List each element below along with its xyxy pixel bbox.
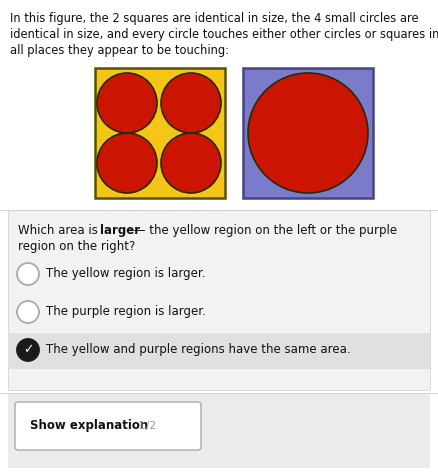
Bar [8,210,430,390]
Text: The yellow and purple regions have the same area.: The yellow and purple regions have the s… [46,344,351,356]
Bar [8,333,430,369]
Text: The yellow region is larger.: The yellow region is larger. [46,267,205,281]
Text: Which area is: Which area is [18,224,102,237]
Text: identical in size, and every circle touches either other circles or squares in: identical in size, and every circle touc… [10,28,438,41]
Circle shape [17,339,39,361]
Circle shape [17,301,39,323]
Bar [243,68,373,198]
Circle shape [248,73,368,193]
Text: 1/2: 1/2 [135,421,156,431]
Text: larger: larger [100,224,140,237]
Text: In this figure, the 2 squares are identical in size, the 4 small circles are: In this figure, the 2 squares are identi… [10,12,419,25]
Text: ✓: ✓ [23,344,33,356]
Circle shape [97,133,157,193]
Text: The purple region is larger.: The purple region is larger. [46,306,206,319]
Circle shape [97,73,157,133]
Circle shape [17,263,39,285]
Text: — the yellow region on the left or the purple: — the yellow region on the left or the p… [130,224,397,237]
FancyBboxPatch shape [15,402,201,450]
Bar [8,393,430,468]
Circle shape [161,133,221,193]
Text: all places they appear to be touching:: all places they appear to be touching: [10,44,229,57]
Circle shape [161,73,221,133]
Text: region on the right?: region on the right? [18,240,135,253]
Bar [95,68,225,198]
Text: Show explanation: Show explanation [30,419,148,432]
